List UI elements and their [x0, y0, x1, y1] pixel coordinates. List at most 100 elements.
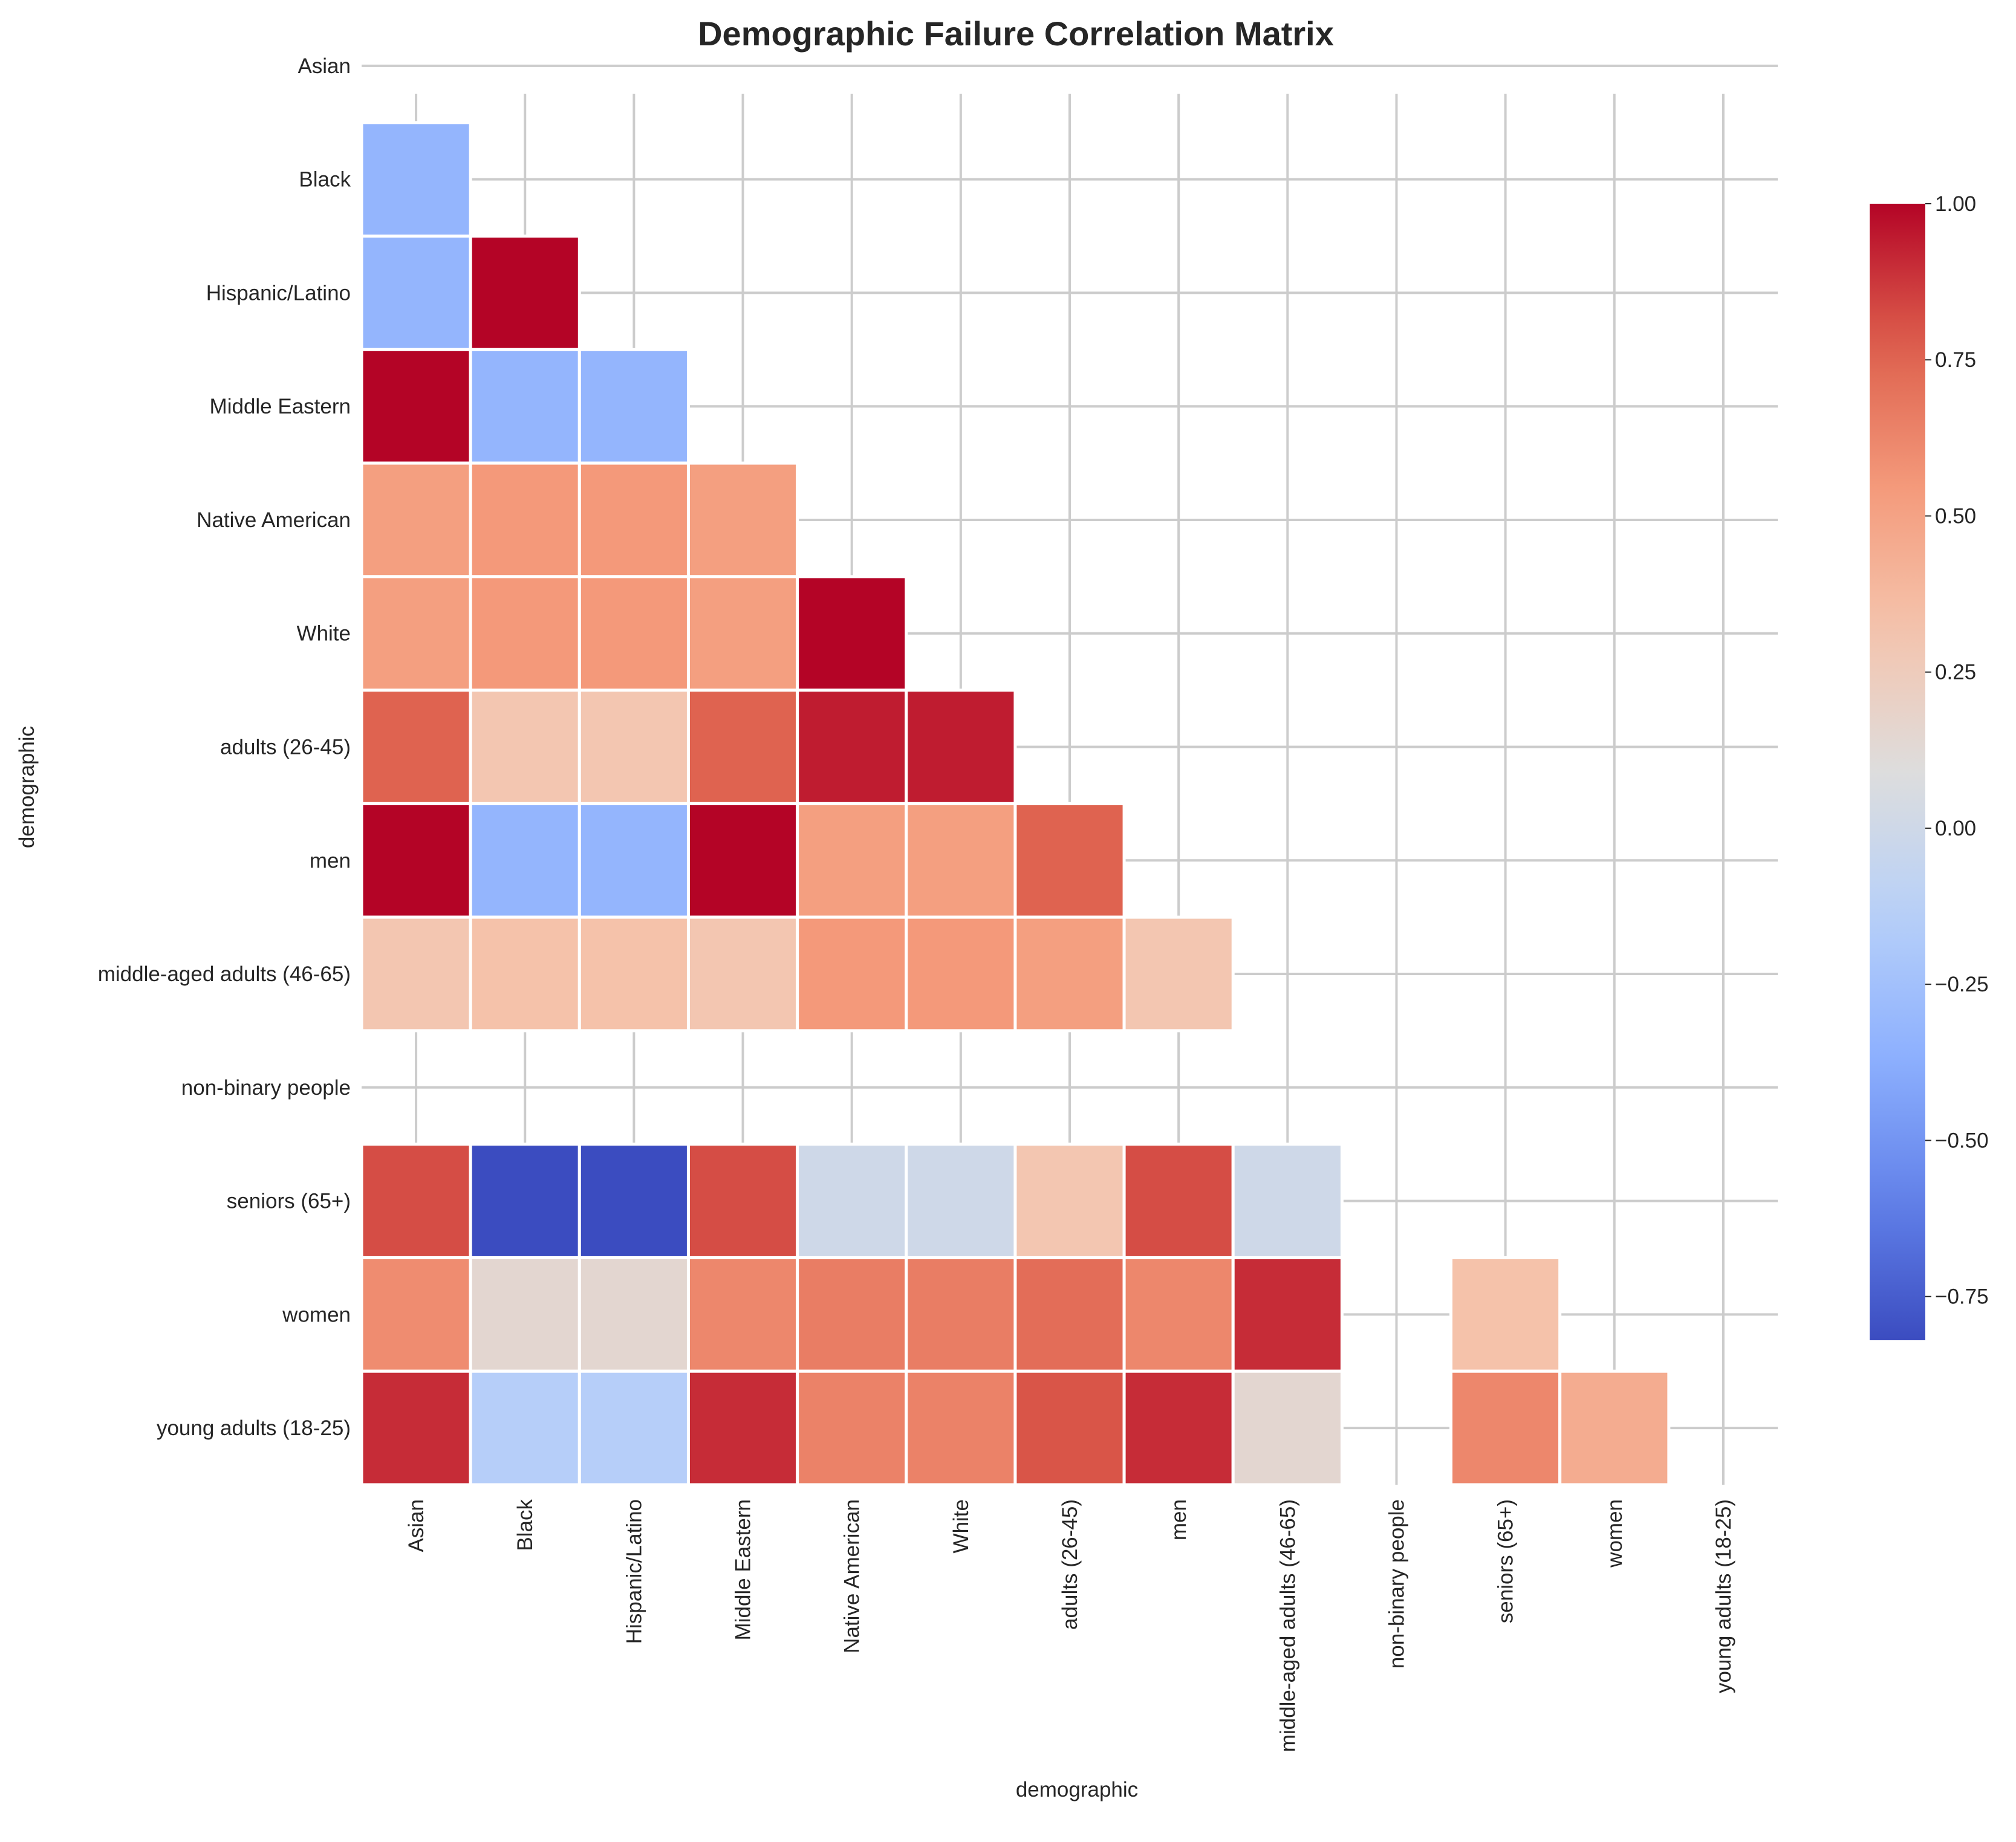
heatmap-cell-young-adults-18-25--women — [1558, 1369, 1671, 1487]
heatmap-cell-white--hispanic-latino — [577, 575, 690, 692]
heatmap-cell-women--native-american — [796, 1256, 908, 1373]
x-tick-label-hispanic-latino: Hispanic/Latino — [622, 1499, 646, 1644]
y-tick-label-black: Black — [299, 168, 351, 192]
heatmap-cell-adults-26-45--black — [469, 689, 581, 805]
colorbar-tick-label: −0.25 — [1935, 973, 1989, 996]
colorbar-tick-label: 1.00 — [1935, 192, 1976, 216]
heatmap-cell-seniors-65--adults-26-45 — [1013, 1143, 1126, 1259]
heatmap-cell-middle-aged-adults-46-65--white — [905, 915, 1017, 1033]
x-tick-label-men: men — [1167, 1499, 1191, 1540]
heatmap-cell-women--hispanic-latino — [577, 1256, 690, 1373]
colorbar-tick-label: −0.50 — [1935, 1129, 1989, 1152]
cell-layer — [360, 121, 1671, 1487]
heatmap-cell-seniors-65--asian — [360, 1143, 472, 1259]
heatmap-cell-middle-aged-adults-46-65--asian — [360, 915, 472, 1033]
heatmap-cell-men--middle-eastern — [686, 802, 799, 919]
heatmap-cell-women--adults-26-45 — [1013, 1256, 1126, 1373]
heatmap-cell-white--black — [469, 575, 581, 692]
heatmap-cell-middle-aged-adults-46-65--hispanic-latino — [577, 915, 690, 1033]
y-tick-label-white: White — [297, 622, 351, 646]
heatmap-cell-seniors-65--black — [469, 1143, 581, 1259]
y-tick-label-middle-aged-adults-46-65: middle-aged adults (46-65) — [98, 962, 351, 986]
y-tick-labels: Asian Black Hispanic/Latino Middle Eastern N… — [98, 54, 351, 1440]
heatmap-cell-women--middle-aged-adults-46-65 — [1231, 1256, 1344, 1373]
heatmap-cell-seniors-65--hispanic-latino — [577, 1143, 690, 1259]
y-tick-label-native-american: Native American — [197, 508, 351, 532]
heatmap-cell-middle-aged-adults-46-65--adults-26-45 — [1013, 915, 1126, 1033]
x-tick-label-adults-26-45: adults (26-45) — [1058, 1499, 1082, 1630]
heatmap-cell-women--men — [1122, 1256, 1235, 1373]
heatmap-cell-adults-26-45--native-american — [796, 689, 908, 805]
x-tick-label-seniors-65: seniors (65+) — [1494, 1499, 1518, 1623]
heatmap-cell-middle-aged-adults-46-65--native-american — [796, 915, 908, 1033]
heatmap-cell-hispanic-latino--black — [469, 235, 581, 351]
y-tick-label-middle-eastern: Middle Eastern — [210, 395, 351, 418]
y-tick-label-young-adults-18-25: young adults (18-25) — [157, 1416, 351, 1440]
y-axis-label: demographic — [15, 726, 39, 848]
heatmap-cell-white--native-american — [796, 575, 908, 692]
heatmap-cell-men--asian — [360, 802, 472, 919]
heatmap-cell-black--asian — [360, 121, 472, 238]
heatmap-cell-native-american--middle-eastern — [686, 461, 799, 579]
heatmap-cell-hispanic-latino--asian — [360, 235, 472, 351]
y-tick-label-adults-26-45: adults (26-45) — [220, 736, 351, 759]
y-tick-label-seniors-65: seniors (65+) — [227, 1190, 351, 1213]
x-axis-label: demographic — [1016, 1778, 1138, 1801]
x-tick-label-black: Black — [513, 1499, 537, 1551]
heatmap-cell-young-adults-18-25--asian — [360, 1369, 472, 1487]
heatmap-cell-adults-26-45--white — [905, 689, 1017, 805]
y-tick-label-asian: Asian — [298, 54, 351, 78]
x-tick-label-middle-eastern: Middle Eastern — [732, 1499, 755, 1640]
colorbar-tick-label: 0.75 — [1935, 348, 1976, 372]
y-tick-label-women: women — [282, 1303, 351, 1326]
heatmap-cell-men--white — [905, 802, 1017, 919]
heatmap-cell-young-adults-18-25--black — [469, 1369, 581, 1487]
heatmap-cell-adults-26-45--asian — [360, 689, 472, 805]
heatmap-cell-native-american--asian — [360, 461, 472, 579]
heatmap-cell-white--asian — [360, 575, 472, 692]
heatmap-cell-men--adults-26-45 — [1013, 802, 1126, 919]
heatmap-cell-young-adults-18-25--seniors-65 — [1449, 1369, 1562, 1487]
x-tick-label-middle-aged-adults-46-65: middle-aged adults (46-65) — [1276, 1499, 1299, 1752]
heatmap-cell-young-adults-18-25--hispanic-latino — [577, 1369, 690, 1487]
colorbar-tick-label: 0.25 — [1935, 661, 1976, 684]
heatmap-cell-middle-aged-adults-46-65--men — [1122, 915, 1235, 1033]
y-tick-label-men: men — [310, 849, 351, 872]
heatmap-cell-middle-eastern--asian — [360, 348, 472, 465]
heatmap-cell-women--middle-eastern — [686, 1256, 799, 1373]
heatmap-cell-middle-aged-adults-46-65--black — [469, 915, 581, 1033]
heatmap-cell-white--middle-eastern — [686, 575, 799, 692]
heatmap-cell-young-adults-18-25--white — [905, 1369, 1017, 1487]
heatmap-cell-seniors-65--men — [1122, 1143, 1235, 1259]
colorbar-tick-label: −0.75 — [1935, 1285, 1989, 1309]
heatmap-cell-young-adults-18-25--men — [1122, 1369, 1235, 1487]
colorbar-tick-label: 0.00 — [1935, 817, 1976, 840]
heatmap-cell-women--white — [905, 1256, 1017, 1373]
x-tick-labels: Asian Black Hispanic/Latino Middle Eastern N… — [405, 1499, 1735, 1753]
heatmap-cell-seniors-65--white — [905, 1143, 1017, 1259]
colorbar — [1870, 204, 1925, 1340]
heatmap-cell-adults-26-45--hispanic-latino — [577, 689, 690, 805]
chart-title: Demographic Failure Correlation Matrix — [698, 15, 1334, 53]
colorbar-ticks: 1.00 0.75 0.50 0.25 0.00 −0.25 −0.50 −0.75 — [1925, 192, 1989, 1309]
heatmap-cell-seniors-65--middle-eastern — [686, 1143, 799, 1259]
colorbar-tick-label: 0.50 — [1935, 504, 1976, 528]
heatmap-cell-middle-aged-adults-46-65--middle-eastern — [686, 915, 799, 1033]
heatmap-cell-adults-26-45--middle-eastern — [686, 689, 799, 805]
heatmap-cell-middle-eastern--hispanic-latino — [577, 348, 690, 465]
y-tick-label-hispanic-latino: Hispanic/Latino — [206, 281, 351, 305]
heatmap-cell-young-adults-18-25--middle-eastern — [686, 1369, 799, 1487]
y-tick-label-non-binary-people: non-binary people — [181, 1076, 351, 1100]
heatmap-cell-women--seniors-65 — [1449, 1256, 1562, 1373]
x-tick-label-young-adults-18-25: young adults (18-25) — [1712, 1499, 1735, 1693]
heatmap-cell-native-american--hispanic-latino — [577, 461, 690, 579]
x-tick-label-women: women — [1603, 1499, 1627, 1568]
heatmap-cell-native-american--black — [469, 461, 581, 579]
heatmap-cell-young-adults-18-25--native-american — [796, 1369, 908, 1487]
x-tick-label-native-american: Native American — [841, 1499, 864, 1653]
heatmap-cell-middle-eastern--black — [469, 348, 581, 465]
heatmap-cell-men--hispanic-latino — [577, 802, 690, 919]
heatmap-cell-seniors-65--middle-aged-adults-46-65 — [1231, 1143, 1344, 1259]
heatmap-cell-men--native-american — [796, 802, 908, 919]
